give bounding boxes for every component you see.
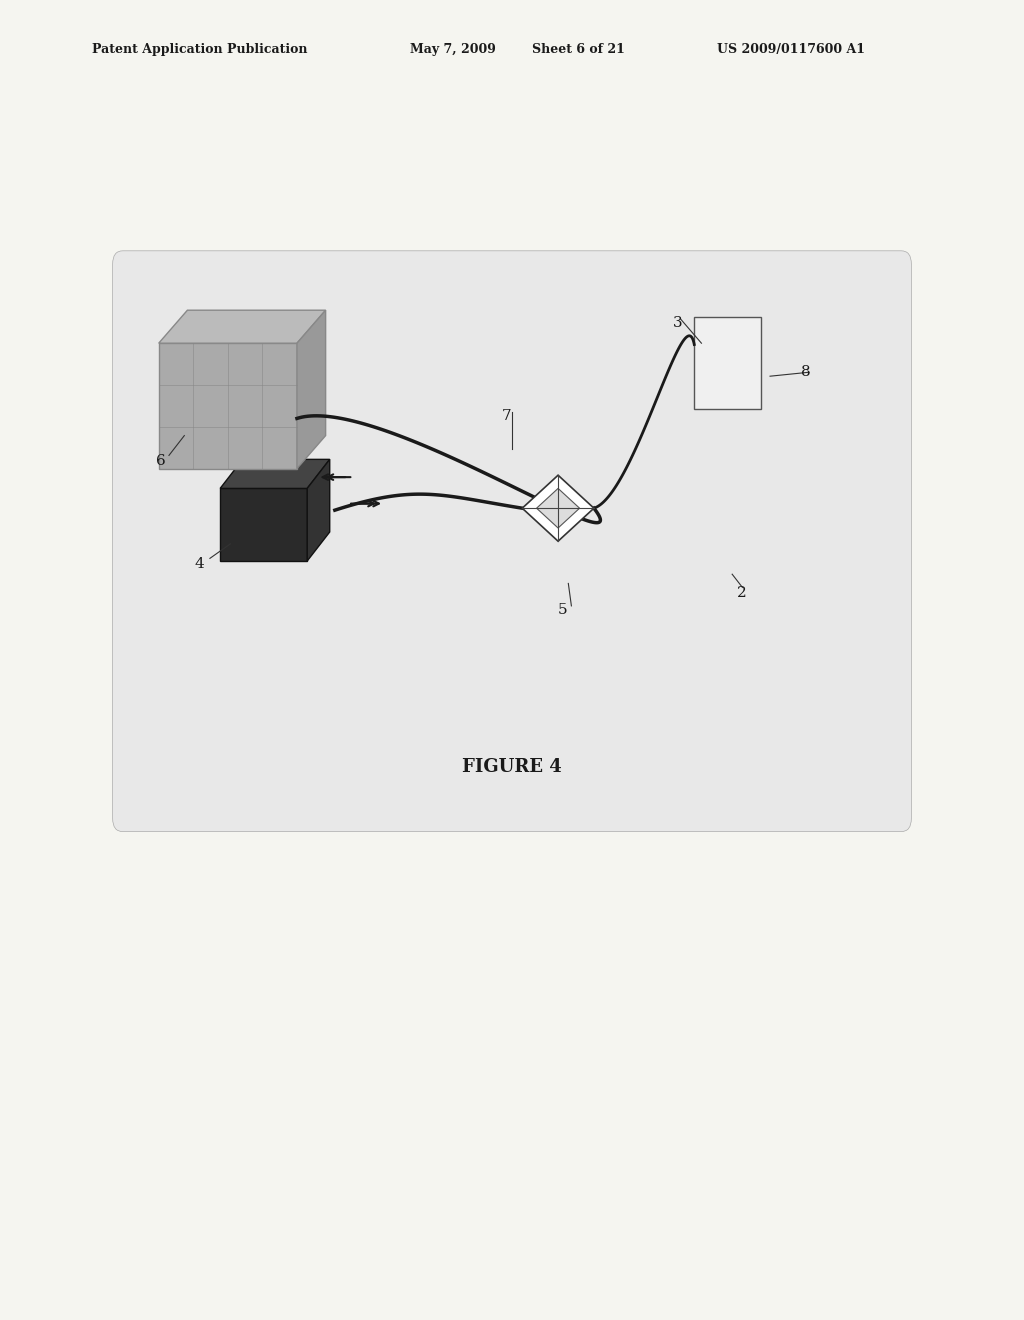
FancyBboxPatch shape [113,251,911,832]
Polygon shape [220,488,307,561]
Polygon shape [159,343,297,469]
Text: May 7, 2009: May 7, 2009 [410,42,496,55]
Text: 6: 6 [156,454,166,467]
Text: 3: 3 [673,317,682,330]
Polygon shape [307,459,330,561]
Text: 4: 4 [195,557,205,570]
Text: Patent Application Publication: Patent Application Publication [92,42,307,55]
Text: 2: 2 [737,586,748,599]
Text: 7: 7 [502,409,511,422]
Polygon shape [220,459,330,488]
Text: FIGURE 4: FIGURE 4 [462,758,562,776]
Polygon shape [694,317,761,409]
Polygon shape [537,488,580,528]
Text: Sheet 6 of 21: Sheet 6 of 21 [532,42,626,55]
Text: 8: 8 [801,366,810,379]
Polygon shape [522,475,594,541]
Text: 5: 5 [558,603,567,616]
Text: US 2009/0117600 A1: US 2009/0117600 A1 [717,42,865,55]
Polygon shape [159,310,326,343]
Polygon shape [297,310,326,469]
